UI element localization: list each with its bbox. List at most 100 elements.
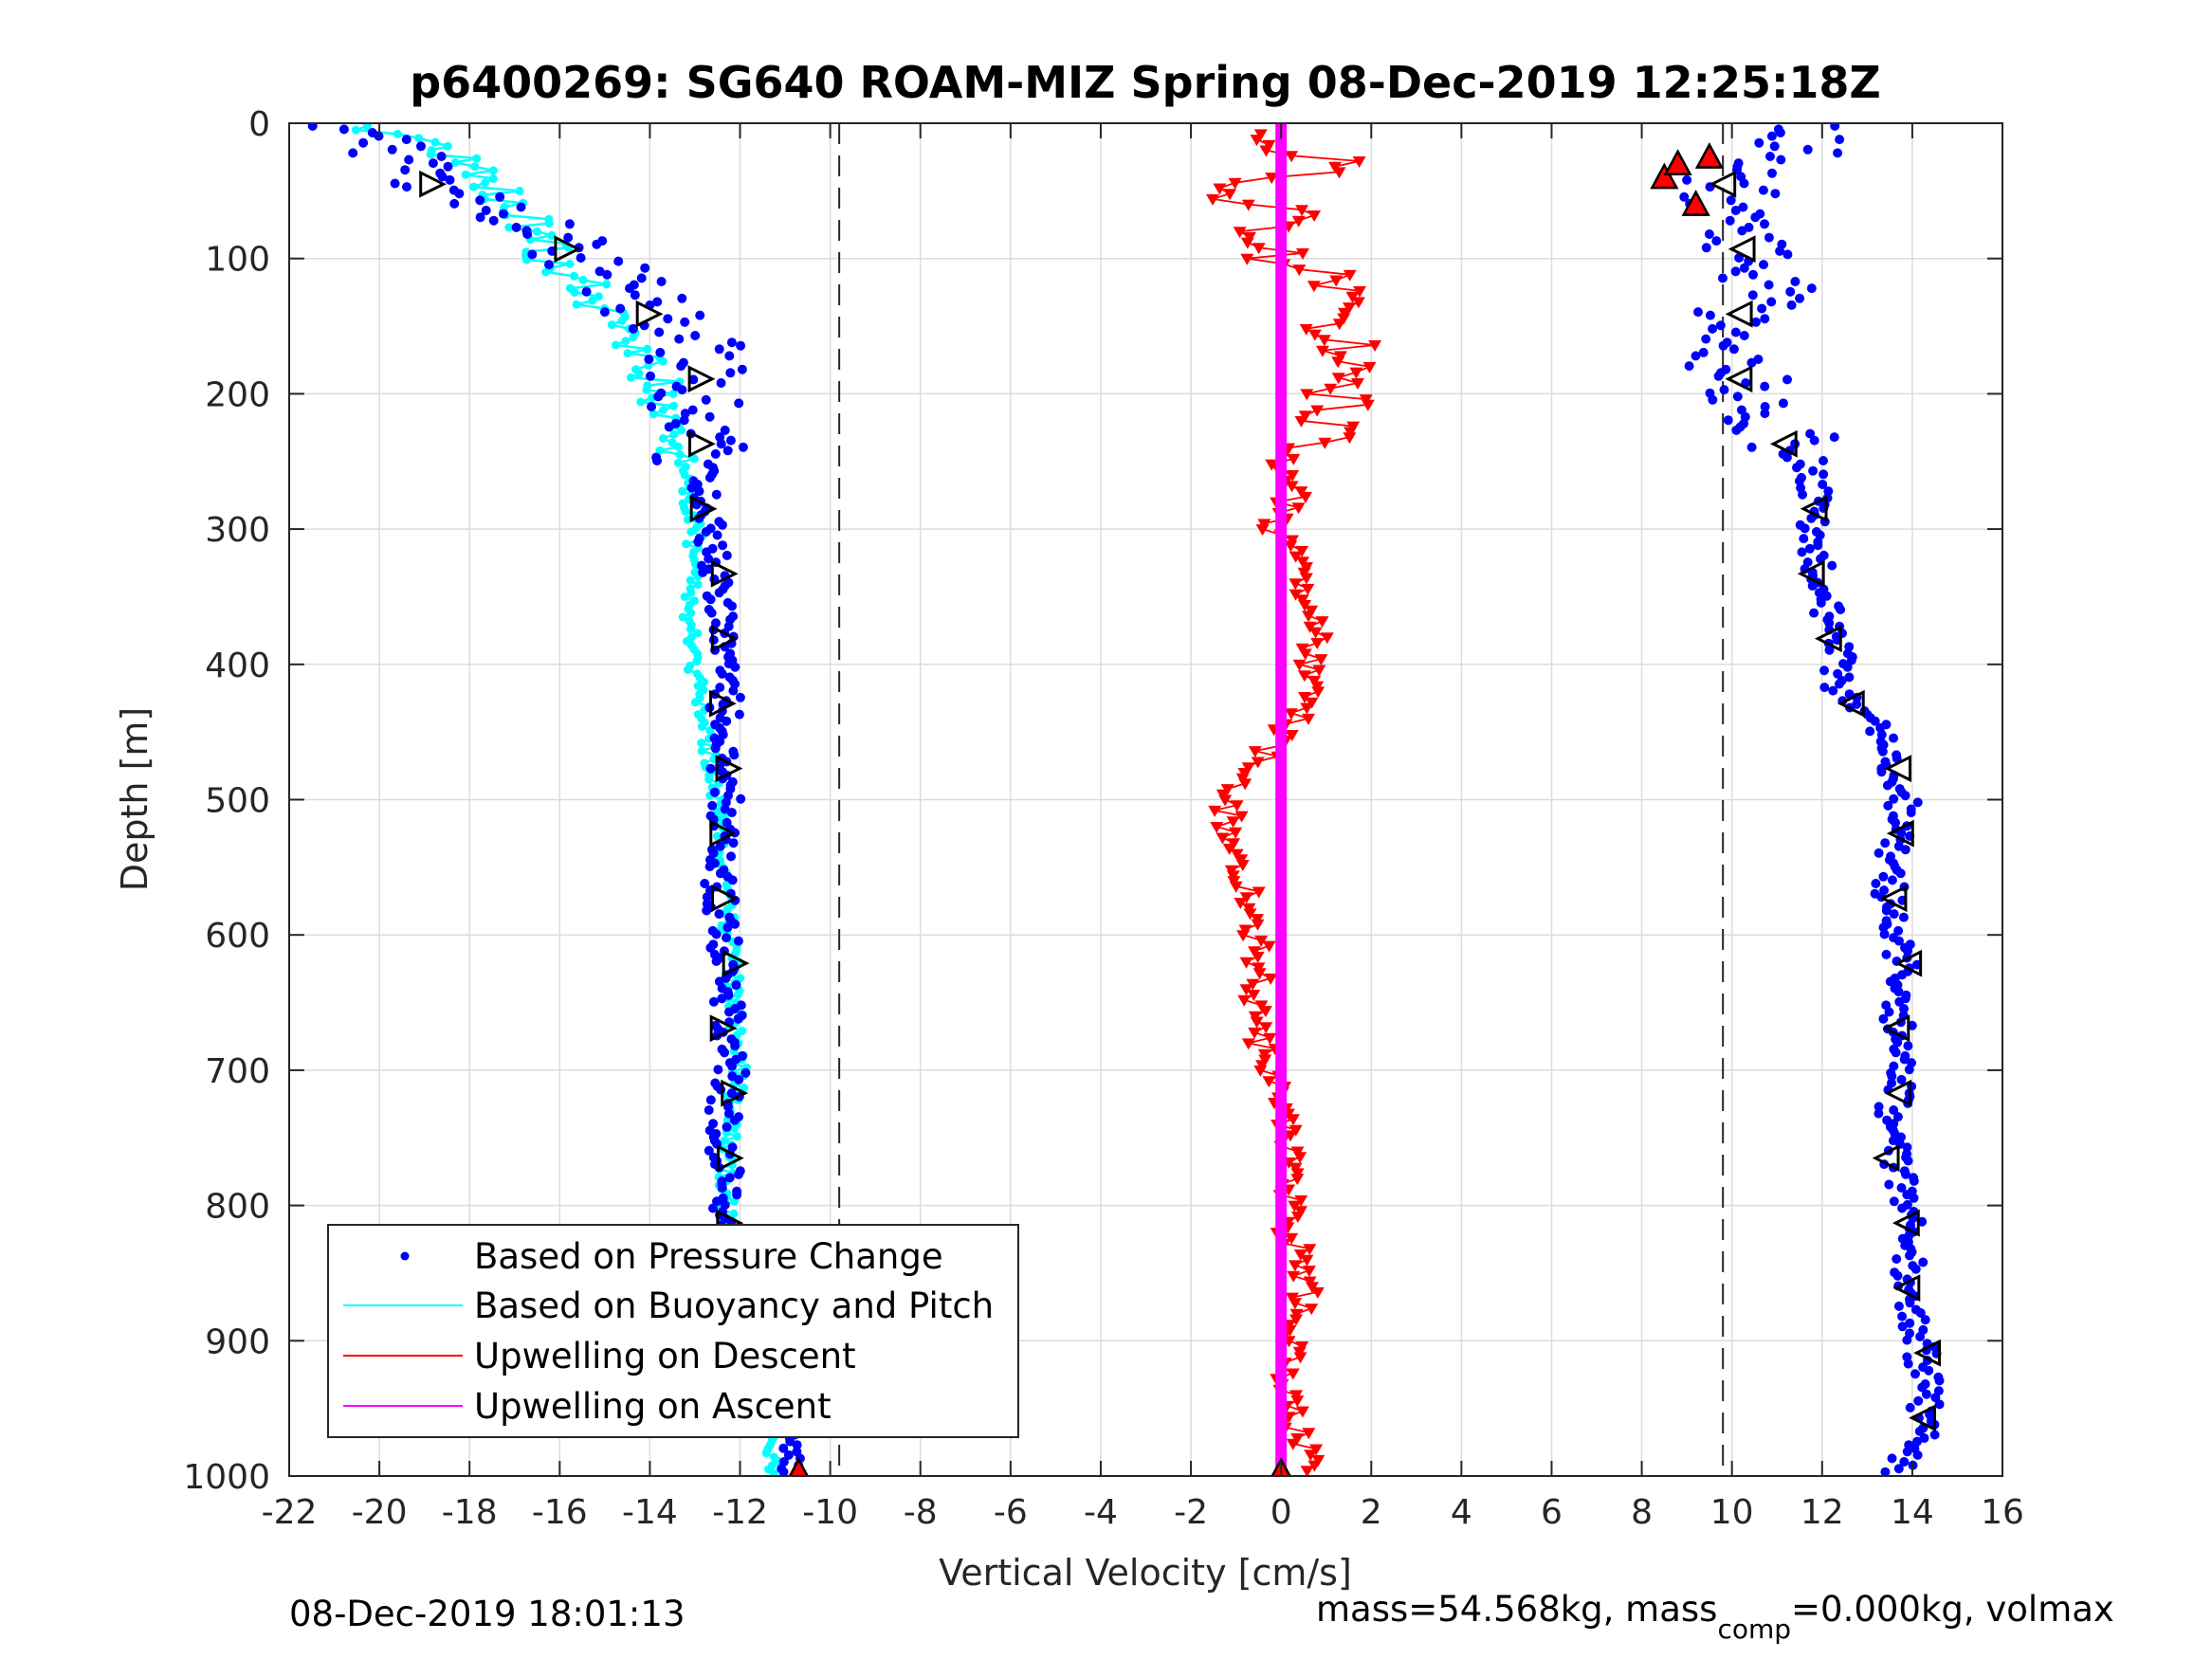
pressure-point-descent [724,1007,734,1017]
pressure-point-ascent [1698,347,1709,357]
pressure-point-descent [734,1169,743,1179]
pressure-point-descent [499,209,508,219]
pressure-point-descent [792,1440,802,1450]
y-tick-label: 900 [205,1322,270,1361]
upwelling-descent-marker [1259,1022,1273,1034]
pressure-point-ascent [1880,838,1891,848]
buoyancy-point [730,1123,739,1133]
buoyancy-point [683,515,692,524]
pressure-point-ascent [1906,808,1916,818]
marker-red-triangle [788,1457,810,1476]
y-tick-label: 200 [205,375,270,414]
x-tick-label: -18 [442,1493,498,1532]
pressure-point-descent [338,124,349,135]
pressure-point-ascent [1750,212,1761,223]
pressure-point-descent [402,182,411,192]
pressure-point-ascent [1885,976,1895,987]
pressure-point-ascent [1764,232,1774,243]
pressure-point-ascent [1705,310,1715,320]
pressure-point-ascent [1881,949,1892,959]
upwelling-descent-marker [1208,805,1222,817]
buoyancy-point [414,134,424,143]
pressure-point-descent [738,442,748,452]
buoyancy-point [697,738,706,748]
footer-mass-part-a: mass=54.568kg, mass [1316,1589,1717,1630]
upwelling-descent-marker [1302,713,1315,725]
upwelling-descent-marker [1251,952,1265,963]
buoyancy-point [649,410,658,419]
marker-triangle-descent [687,365,716,393]
pressure-point-ascent [1731,425,1742,435]
pressure-point-ascent [1902,1447,1912,1457]
buoyancy-point [693,629,703,638]
pressure-point-ascent [1824,618,1835,629]
pressure-point-ascent [1897,1322,1908,1332]
pressure-point-ascent [1881,905,1892,916]
upwelling-descent-marker [1286,1438,1300,1450]
pressure-point-ascent [1842,662,1853,672]
pressure-point-ascent [1827,560,1837,571]
buoyancy-point [658,356,667,366]
upwelling-descent-marker [1262,1076,1276,1088]
pressure-point-descent [640,263,650,273]
pressure-point-ascent [1900,791,1910,801]
buoyancy-point [669,429,679,439]
upwelling-descent-marker [1258,1006,1272,1018]
pressure-point-descent [729,1115,740,1125]
pressure-point-descent [711,929,722,939]
pressure-point-ascent [1764,280,1774,290]
pressure-point-ascent [1897,1311,1908,1322]
pressure-point-descent [564,219,575,229]
buoyancy-point [686,609,696,618]
buoyancy-point [689,454,699,464]
pressure-point-descent [734,709,744,720]
buoyancy-point [673,442,683,451]
pressure-point-ascent [1809,608,1819,618]
legend-entry-pressure: Based on Pressure Change [400,1236,943,1277]
upwelling-descent-marker [1223,189,1237,201]
upwelling-descent-marker [1284,540,1298,553]
buoyancy-point [570,287,579,297]
upwelling-descent-marker [1285,1232,1299,1245]
x-tick-label: -22 [262,1493,318,1532]
pressure-point-descent [646,371,655,381]
pressure-point-ascent [1730,266,1741,277]
upwelling-descent-marker [1229,827,1243,839]
upwelling-descent-marker [1302,1266,1316,1278]
y-tick-label: 700 [205,1052,270,1091]
buoyancy-point [668,389,678,398]
pressure-point-descent [677,293,687,303]
upwelling-descent-marker [1248,1027,1262,1039]
buoyancy-point [443,141,452,151]
buoyancy-point [363,123,372,131]
pressure-point-ascent [1905,1318,1915,1328]
pressure-point-ascent [1912,797,1923,808]
pressure-point-descent [656,277,667,286]
pressure-point-descent [736,793,746,804]
upwelling-descent-marker [1310,638,1325,649]
marker-triangle-descent [721,1079,749,1107]
x-tick-label: -6 [994,1493,1028,1532]
buoyancy-point [740,1084,749,1092]
buoyancy-point [700,677,708,686]
upwelling-descent-marker [1238,778,1252,791]
buoyancy-point [720,1136,729,1145]
pressure-point-descent [705,942,716,953]
buoyancy-point [732,1132,741,1141]
pressure-point-ascent [1903,1041,1913,1051]
pressure-point-ascent [1818,480,1828,489]
upwelling-descent-marker [1294,1194,1308,1207]
pressure-point-ascent [1904,1065,1914,1075]
marker-triangle-descent [710,625,739,653]
pressure-point-descent [694,486,704,497]
pressure-point-ascent [1760,409,1770,419]
x-axis-label: Vertical Velocity [cm/s] [939,1552,1352,1594]
upwelling-descent-marker [1352,156,1366,168]
pressure-point-descent [307,123,318,131]
pressure-point-descent [563,232,574,243]
pressure-point-ascent [1874,1102,1884,1112]
pressure-point-descent [730,1041,740,1051]
pressure-point-descent [716,378,726,388]
pressure-point-descent [698,567,708,577]
y-tick-label: 1000 [183,1458,270,1497]
